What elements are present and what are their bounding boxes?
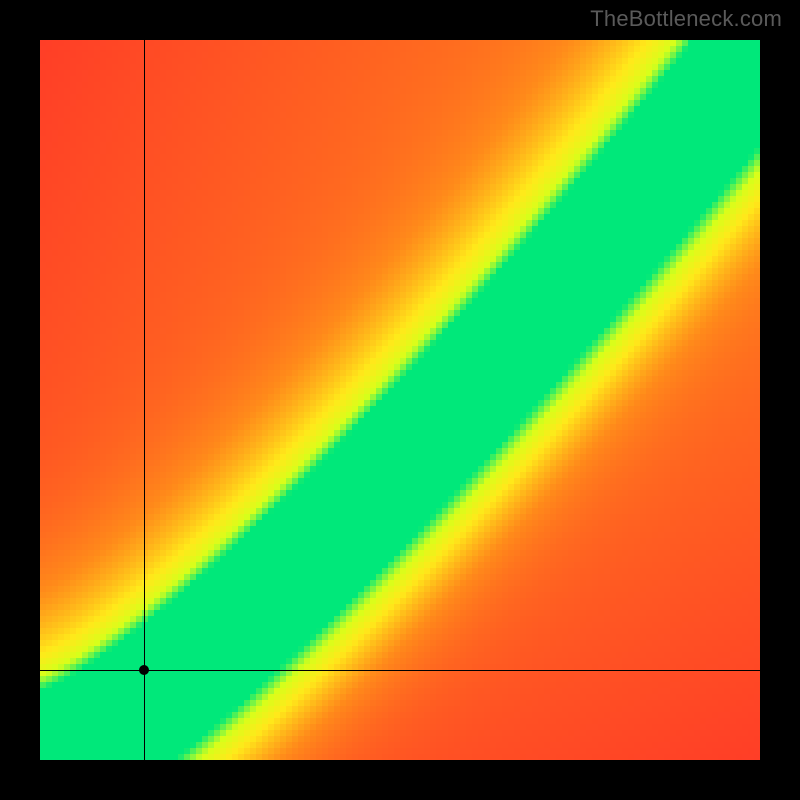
heatmap-canvas: [40, 40, 760, 760]
plot-area: [40, 40, 760, 760]
chart-container: TheBottleneck.com: [0, 0, 800, 800]
crosshair-vertical: [144, 40, 145, 760]
watermark-text: TheBottleneck.com: [590, 6, 782, 32]
crosshair-marker: [139, 665, 149, 675]
